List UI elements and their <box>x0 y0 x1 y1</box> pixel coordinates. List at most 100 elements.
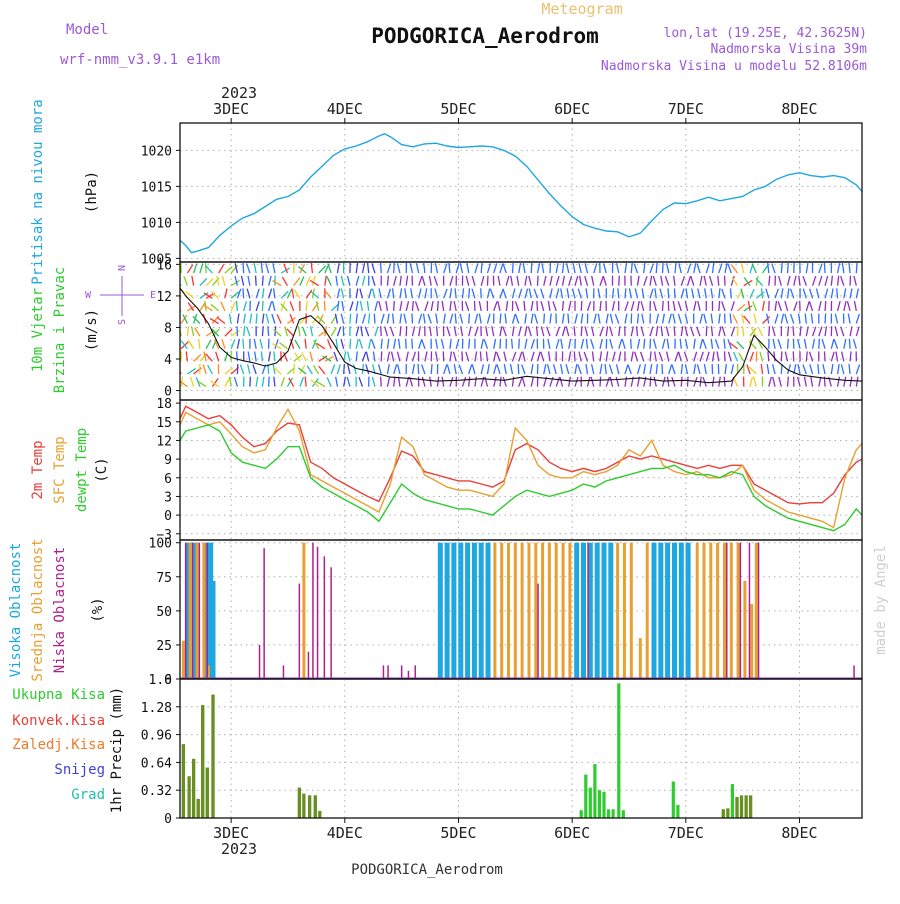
wind-barb <box>331 365 334 374</box>
bar <box>182 641 185 679</box>
wind-barb <box>810 289 813 299</box>
wind-barb <box>348 352 350 362</box>
bar <box>312 543 314 679</box>
wind-barb <box>678 314 681 324</box>
wind-barb <box>625 263 627 273</box>
wind-barb <box>584 352 587 361</box>
wind-barb <box>733 315 738 324</box>
temp-axis-title-1: 2m Temp <box>30 440 46 499</box>
wind-barb <box>356 351 357 361</box>
bar <box>623 543 626 679</box>
wind-barb <box>669 314 672 324</box>
wind-barb <box>675 352 678 361</box>
wind-barb <box>838 263 840 273</box>
wind-barb <box>319 266 326 273</box>
wind-barb <box>387 377 389 387</box>
wind-barb <box>269 352 271 362</box>
wind-barb <box>706 263 709 273</box>
wind-barb <box>365 327 368 336</box>
wind-barb <box>256 289 259 299</box>
wind-barb <box>788 288 789 298</box>
wind-barb <box>461 326 463 336</box>
wind-barb <box>356 339 358 349</box>
y-tick-label: 1015 <box>141 180 172 195</box>
wind-barb <box>466 352 469 362</box>
wind-barb <box>581 314 582 324</box>
wind-barb <box>713 263 714 273</box>
bottom-day-label: 6DEC <box>554 824 590 842</box>
wind-barb <box>763 265 769 273</box>
wind-barb <box>341 314 343 324</box>
bar <box>192 543 194 679</box>
wind-barb <box>660 289 663 299</box>
wind-barb <box>372 339 375 348</box>
wind-barb <box>847 301 850 311</box>
wind-barb <box>730 314 731 324</box>
wind-barb <box>497 352 500 361</box>
bar <box>472 543 477 679</box>
wind-barb <box>375 301 378 311</box>
wind-barb <box>366 352 368 362</box>
wind-barb <box>700 314 702 324</box>
bar <box>387 665 389 679</box>
wind-barb <box>598 288 600 298</box>
wind-barb <box>206 354 213 361</box>
wind-barb <box>613 301 615 311</box>
wind-barb <box>566 364 569 374</box>
bar <box>740 795 743 818</box>
wind-barb <box>594 314 596 324</box>
wind-barb <box>793 326 794 336</box>
bar <box>493 543 496 679</box>
y-tick-label: 3 <box>164 490 172 505</box>
wind-barb <box>598 314 600 324</box>
bar <box>679 543 684 679</box>
bar <box>726 808 729 818</box>
bar <box>514 543 517 679</box>
wind-barb <box>586 339 587 349</box>
wind-barb <box>769 326 770 336</box>
wind-barb <box>767 364 769 374</box>
bar <box>548 543 551 679</box>
wind-barb <box>650 351 651 361</box>
wind-barb <box>850 288 852 298</box>
wind-barb <box>531 263 532 273</box>
wind-barb <box>306 290 312 298</box>
y-tick-label: 25 <box>156 639 172 654</box>
panel-frame <box>180 400 862 540</box>
bar <box>479 543 484 679</box>
bar <box>324 556 326 679</box>
wind-barb <box>544 276 546 286</box>
temp-axis-title-2: SFC Temp <box>52 436 68 503</box>
wind-barb <box>261 263 262 273</box>
bar <box>584 775 587 818</box>
wind-barb <box>603 276 606 286</box>
wind-barb <box>849 263 850 273</box>
wind-barb <box>591 339 594 349</box>
wind-barb <box>347 276 349 286</box>
wind-barb <box>416 301 419 310</box>
wind-barb <box>731 364 733 374</box>
wind-barb <box>568 314 569 324</box>
wind-barb <box>302 327 306 336</box>
wind-barb <box>519 326 521 336</box>
bar <box>639 638 642 679</box>
wind-barb <box>585 276 588 286</box>
wind-barb <box>803 289 806 299</box>
wind-barb <box>231 302 235 311</box>
wind-barb <box>356 276 359 286</box>
wind-barb <box>775 289 778 298</box>
wind-barb <box>819 301 821 311</box>
wind-barb <box>680 339 681 349</box>
wind-barb <box>704 364 706 374</box>
wind-barb <box>750 377 752 387</box>
wind-barb <box>362 276 364 286</box>
wind-barb <box>592 276 594 286</box>
wind-barb <box>600 377 601 387</box>
wind-barb <box>650 289 653 299</box>
precip-panel: 00.320.640.961.281.6 <box>141 673 862 827</box>
wind-barb <box>849 364 850 374</box>
wind-barb <box>273 301 275 311</box>
wind-barb <box>503 327 506 336</box>
wind-barb <box>591 377 594 387</box>
wind-barb <box>769 276 770 286</box>
